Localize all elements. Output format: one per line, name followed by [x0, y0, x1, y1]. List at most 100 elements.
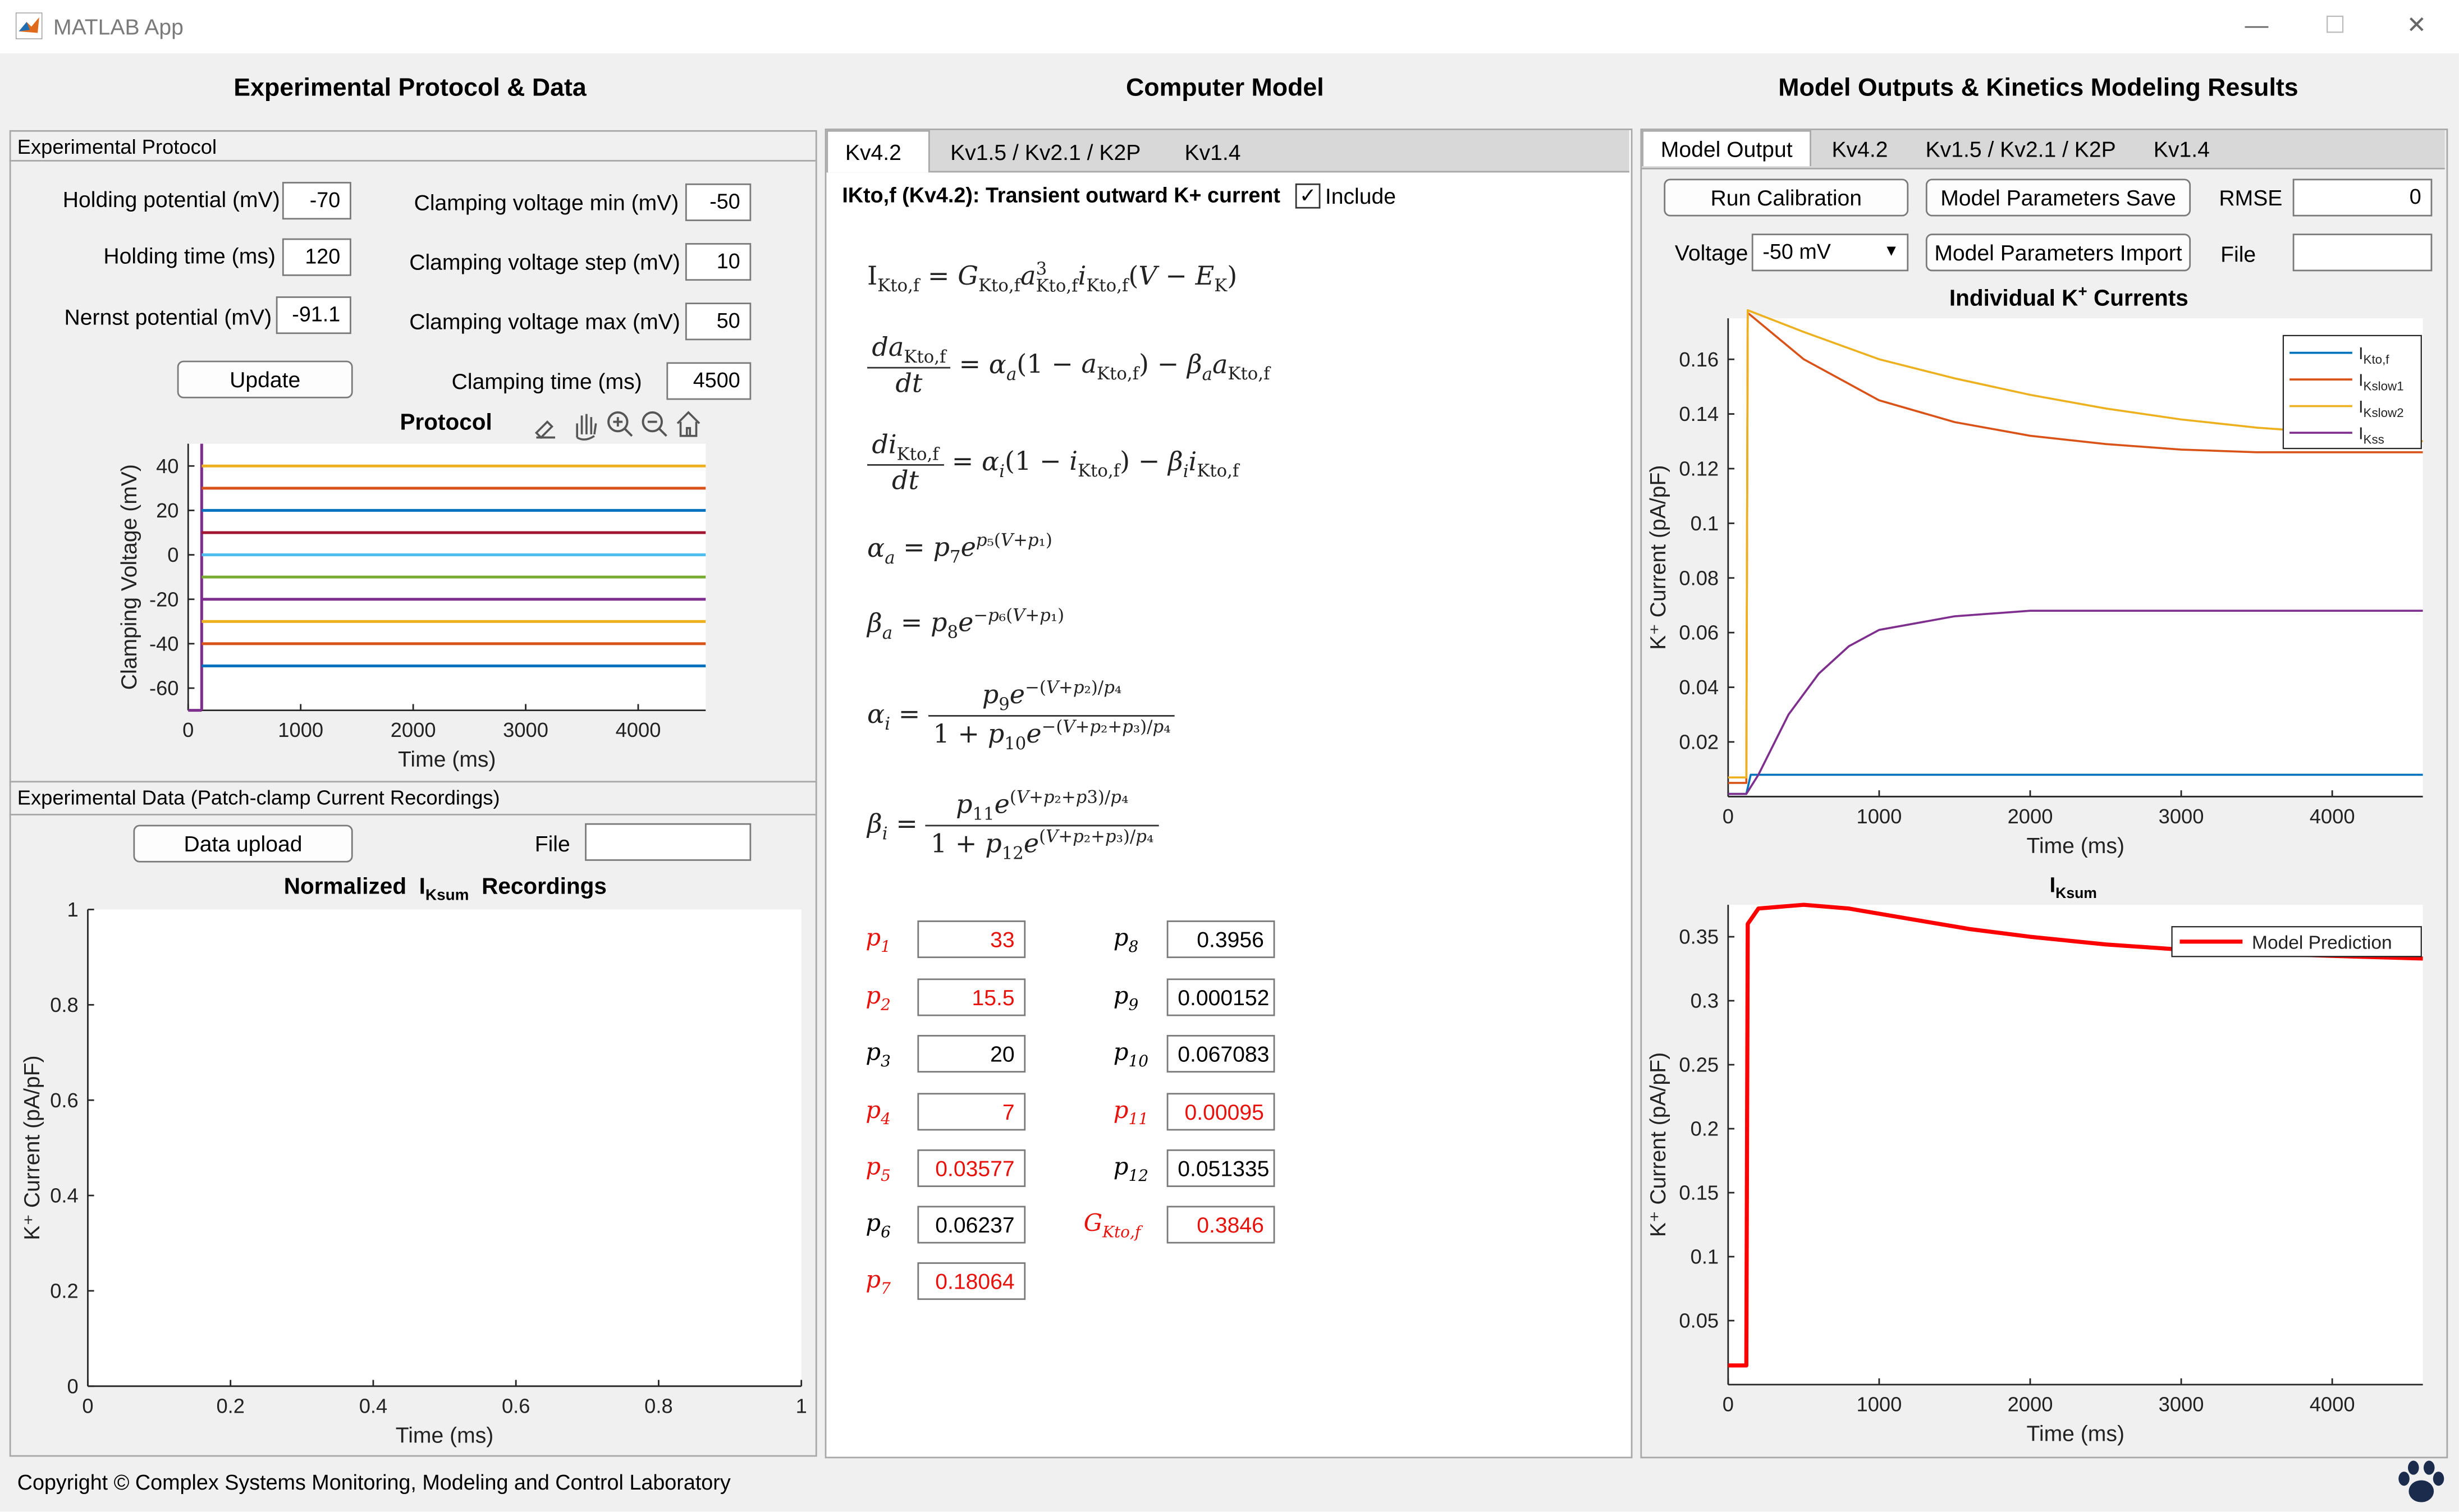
vstep-input[interactable]: 10 [685, 243, 752, 281]
individual-currents-title: Individual K+ Currents [1949, 283, 2188, 312]
model-parameters-import-button[interactable]: Model Parameters Import [1925, 233, 2191, 272]
iksum-title: IKsum [2049, 873, 2097, 903]
x-tick-label: 2000 [2008, 805, 2053, 828]
y-tick-label: -20 [149, 588, 178, 611]
plot-area [1728, 905, 2423, 1385]
paw-logo-icon [2398, 1460, 2444, 1502]
clamping-time-label: Clamping time (ms) [451, 368, 642, 394]
run-calibration-button[interactable]: Run Calibration [1664, 178, 1909, 217]
y-tick-label: 0.02 [1679, 730, 1719, 753]
param-input-p11[interactable]: 0.00095 [1166, 1093, 1275, 1131]
maximize-button[interactable]: ☐ [2324, 12, 2346, 39]
y-axis-label: K⁺ Current (pA/pF) [1646, 465, 1670, 650]
rmse-value: 0 [2292, 178, 2433, 217]
y-tick-label: 0.25 [1679, 1053, 1719, 1076]
holding-potential-input[interactable]: -70 [282, 182, 351, 220]
vmin-input[interactable]: -50 [685, 183, 752, 221]
param-label-p12: p12 [1113, 1152, 1149, 1186]
vmax-input[interactable]: 50 [685, 303, 752, 341]
divider [9, 159, 816, 162]
tab-kv14[interactable]: Kv1.4 [1184, 139, 1241, 165]
param-input-p8[interactable]: 0.3956 [1166, 920, 1275, 959]
tab-kv15-output[interactable]: Kv1.5 / Kv2.1 / K2P [1925, 136, 2116, 162]
output-file-input[interactable] [2292, 233, 2433, 272]
param-input-p2[interactable]: 15.5 [917, 978, 1026, 1016]
param-input-p3[interactable]: 20 [917, 1034, 1026, 1073]
x-tick-label: 2000 [2008, 1393, 2053, 1416]
include-label: Include [1325, 183, 1396, 209]
param-label-p8: p8 [1113, 923, 1139, 957]
x-tick-label: 0 [182, 718, 194, 741]
data-file-input[interactable] [585, 823, 752, 861]
param-input-p5[interactable]: 0.03577 [917, 1149, 1026, 1187]
tab-kv42[interactable]: Kv4.2 [826, 130, 930, 173]
data-upload-button[interactable]: Data upload [133, 824, 353, 863]
x-tick-label: 4000 [616, 718, 661, 741]
recordings-chart: 0 0.2 0.4 0.6 0.8 1 1 0.8 0.6 0.4 0.2 0 Time (ms) K⁺ … [20, 898, 807, 1447]
param-input-p6[interactable]: 0.06237 [917, 1206, 1026, 1244]
y-tick-label: 1 [67, 898, 78, 921]
tab-model-output[interactable]: Model Output [1642, 130, 1812, 167]
protocol-chart-title: Protocol [400, 411, 492, 436]
param-input-p4[interactable]: 7 [917, 1093, 1026, 1131]
zoom-out-icon[interactable] [642, 411, 667, 437]
minimize-button[interactable]: — [2245, 12, 2269, 39]
param-input-p7[interactable]: 0.18064 [917, 1262, 1026, 1300]
tab-kv15-kv21-k2p[interactable]: Kv1.5 / Kv2.1 / K2P [950, 139, 1141, 165]
tab-kv42-output[interactable]: Kv4.2 [1831, 136, 1888, 162]
y-tick-label: 0.3 [1691, 989, 1719, 1012]
holding-time-label: Holding time (ms) [103, 243, 276, 268]
legend-label: IKto,f [2359, 343, 2389, 366]
beta-a-equation: βa = p8e−p₆(V+p₁) [867, 605, 1065, 643]
x-axis-label: Time (ms) [396, 1423, 494, 1447]
y-tick-label: 0.12 [1679, 457, 1719, 480]
legend-label: Model Prediction [2252, 932, 2392, 953]
y-tick-label: 0.08 [1679, 566, 1719, 589]
pan-hand-icon[interactable] [576, 414, 597, 441]
nernst-potential-input[interactable]: -91.1 [276, 296, 351, 335]
middle-column-title: Computer Model [1126, 75, 1324, 102]
y-tick-label: 0.4 [50, 1184, 78, 1207]
y-tick-label: -40 [149, 632, 178, 655]
x-tick-label: 1000 [278, 718, 323, 741]
rmse-label: RMSE [2219, 185, 2283, 210]
include-checkbox[interactable]: ✓ [1295, 183, 1321, 209]
model-tab-bar: Kv4.2 Kv1.5 / Kv2.1 / K2P Kv1.4 [826, 130, 1629, 173]
individual-currents-chart: 0 1000 2000 3000 4000 0.16 0.14 0.12 0.1 0.08 0.06… [1646, 309, 2423, 858]
zoom-in-icon[interactable] [607, 411, 633, 437]
brush-icon[interactable] [534, 420, 556, 439]
plot-area [88, 909, 802, 1386]
x-axis-label: Time (ms) [2026, 1422, 2124, 1446]
param-label-GKtof: GKto,f [1083, 1209, 1141, 1242]
ikto-equation: IKto,f = GKto,fa3Kto,fiKto,f(V − EK) [867, 258, 1238, 296]
x-tick-label: 0 [1723, 1393, 1734, 1416]
model-parameters-save-button[interactable]: Model Parameters Save [1925, 178, 2191, 217]
legend-label: IKslow1 [2359, 370, 2404, 393]
y-axis-label: K⁺ Current (pA/pF) [20, 1056, 44, 1240]
file-label: File [534, 831, 570, 856]
param-input-p12[interactable]: 0.051335 [1166, 1149, 1275, 1187]
y-tick-label: 0.05 [1679, 1309, 1719, 1332]
home-icon[interactable] [676, 411, 700, 437]
clamping-time-input[interactable]: 4500 [666, 362, 752, 400]
iksum-chart: 0 1000 2000 3000 4000 0.35 0.3 0.25 0.2 0.15 0.1 0.… [1646, 902, 2423, 1446]
holding-time-input[interactable]: 120 [282, 238, 351, 276]
update-button[interactable]: Update [177, 360, 353, 398]
y-tick-label: 0.14 [1679, 402, 1719, 425]
param-label-p6: p6 [866, 1209, 891, 1242]
param-input-p10[interactable]: 0.067083 [1166, 1034, 1275, 1073]
param-input-p9[interactable]: 0.000152 [1166, 978, 1275, 1016]
param-input-GKtof[interactable]: 0.3846 [1166, 1206, 1275, 1244]
legend-box [2282, 335, 2422, 450]
voltage-dropdown[interactable]: -50 mV ▼ [1751, 233, 1909, 272]
x-tick-label: 1000 [1857, 805, 1902, 828]
vmin-label: Clamping voltage min (mV) [414, 190, 679, 215]
y-tick-label: 0 [167, 543, 178, 566]
close-button[interactable]: ✕ [2406, 12, 2426, 39]
param-input-p1[interactable]: 33 [917, 920, 1026, 959]
tab-kv14-output[interactable]: Kv1.4 [2153, 136, 2210, 162]
y-tick-label: 0.2 [50, 1280, 78, 1303]
y-tick-label: 0.04 [1679, 676, 1719, 699]
chevron-down-icon: ▼ [1883, 243, 1899, 260]
x-tick-label: 4000 [2310, 1393, 2355, 1416]
